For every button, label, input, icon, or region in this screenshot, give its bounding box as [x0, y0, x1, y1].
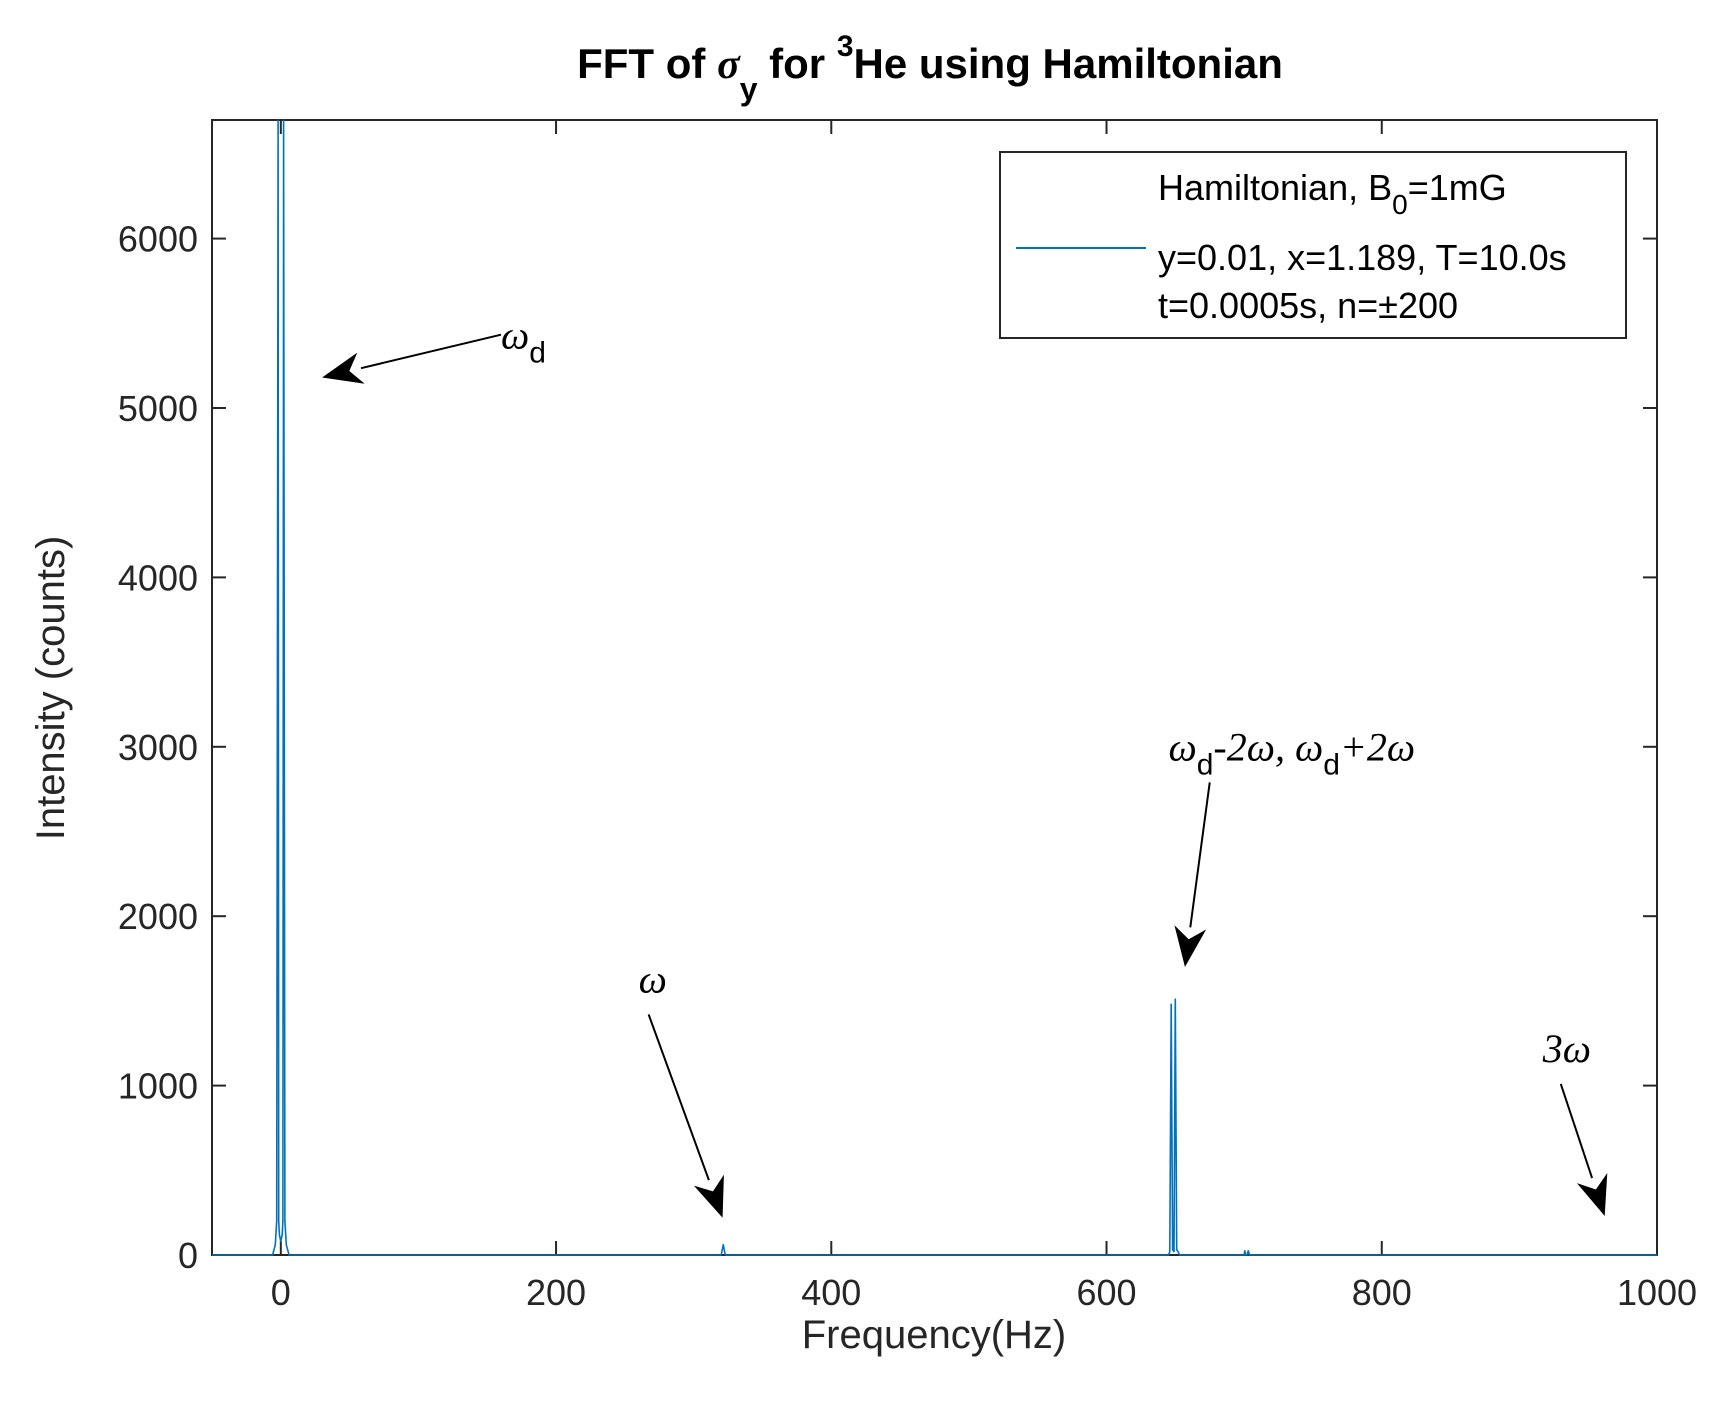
title-prefix: FFT of	[577, 40, 717, 87]
annotation-omega-d-2omega: ωd-2ω, ωd+2ω	[1168, 724, 1415, 781]
x-tick-label: 800	[1352, 1272, 1412, 1313]
ticks-group: 0 200 400 600 800 1000 0 1000 2000 3000 4000 5000 60…	[118, 120, 1697, 1313]
annotations-group: ωd ω ωd-2ω, ωd+2ω 3ω	[322, 313, 1608, 1218]
y-tick-label: 4000	[118, 557, 198, 598]
x-tick-label: 1000	[1617, 1272, 1697, 1313]
x-axis-label: Frequency(Hz)	[802, 1313, 1067, 1357]
title-mid: for	[758, 40, 837, 87]
annotation-arrow-head	[1174, 925, 1207, 968]
annotation-arrow-line	[647, 1014, 710, 1181]
series-line-0	[212, 119, 1657, 1256]
annotation-three-omega: 3ω	[1542, 1026, 1591, 1071]
y-tick-label: 1000	[118, 1066, 198, 1107]
x-tick-label: 400	[801, 1272, 861, 1313]
y-tick-label: 0	[178, 1235, 198, 1276]
legend-line-3: t=0.0005s, n=±200	[1158, 285, 1458, 326]
annotation-omega-d: ωd	[501, 313, 546, 370]
annotation-arrow-line	[1189, 782, 1211, 928]
annotation-arrow-line	[1559, 1083, 1594, 1179]
x-tick-label: 200	[526, 1272, 586, 1313]
legend: Hamiltonian, B0=1mG y=0.01, x=1.189, T=1…	[999, 151, 1627, 339]
legend-line-2: y=0.01, x=1.189, T=10.0s	[1158, 237, 1567, 278]
annotation-arrow-head	[322, 352, 365, 384]
series-group	[212, 119, 1657, 1256]
annotation-arrow-line	[360, 333, 502, 370]
y-tick-label: 6000	[118, 219, 198, 260]
title-suffix: He using Hamiltonian	[854, 40, 1283, 87]
annotation-arrow-head	[693, 1174, 724, 1218]
x-tick-label: 0	[271, 1272, 291, 1313]
y-axis-label: Intensity (counts)	[29, 536, 73, 841]
legend-line-1: Hamiltonian, B0=1mG	[1158, 167, 1507, 220]
annotation-omega: ω	[639, 956, 667, 1001]
y-tick-label: 3000	[118, 727, 198, 768]
y-tick-label: 2000	[118, 896, 198, 937]
legend-line-1-suffix: =1mG	[1408, 167, 1507, 208]
title-sigma: σ	[717, 42, 741, 88]
chart-title: FFT of σy for 3He using Hamiltonian	[577, 30, 1283, 107]
annotation-arrow-head	[1576, 1173, 1608, 1217]
legend-line-1-prefix: Hamiltonian, B	[1158, 167, 1392, 208]
x-tick-label: 600	[1076, 1272, 1136, 1313]
y-tick-label: 5000	[118, 388, 198, 429]
title-sigma-sub: y	[740, 71, 758, 107]
legend-box	[999, 151, 1627, 339]
title-sup: 3	[837, 30, 854, 63]
legend-line-1-sub: 0	[1392, 189, 1408, 220]
